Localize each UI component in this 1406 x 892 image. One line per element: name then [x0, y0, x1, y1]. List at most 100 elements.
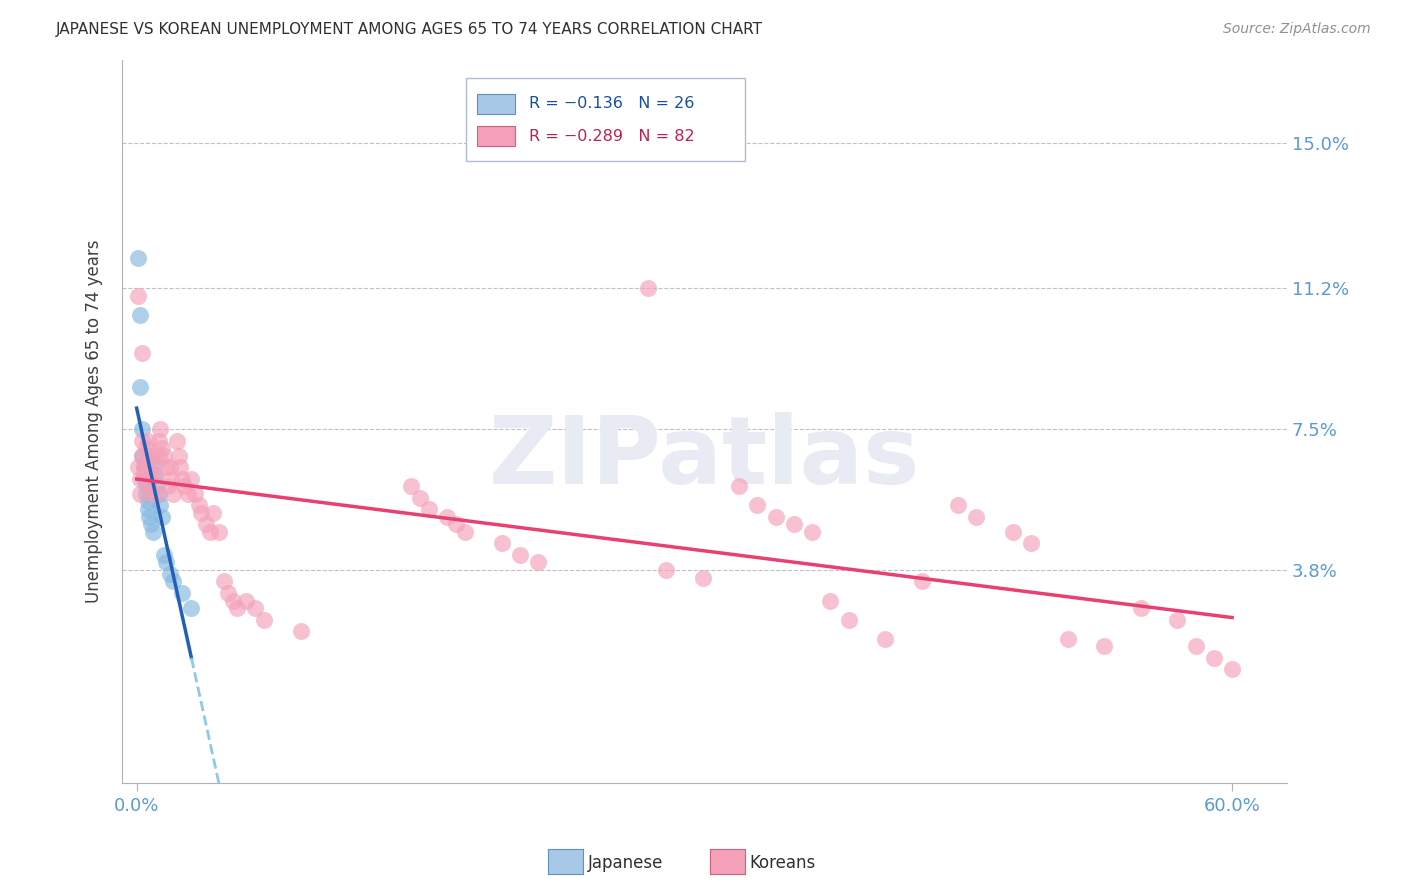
Point [1220, 662, 1243, 676]
Point [145, 479, 167, 493]
Text: Source: ZipAtlas.com: Source: ZipAtlas.com [1223, 22, 1371, 37]
Point [136, 502, 159, 516]
Point [155, 460, 177, 475]
Point [145, 487, 167, 501]
Bar [477, 126, 515, 146]
Point [208, 524, 231, 539]
Point [190, 506, 212, 520]
Text: Japanese: Japanese [588, 855, 664, 872]
Point [135, 487, 157, 501]
Point [195, 517, 218, 532]
Point [290, 624, 312, 638]
Point [838, 613, 860, 627]
Point [148, 434, 170, 448]
Point [217, 586, 239, 600]
Point [132, 460, 155, 475]
Point [184, 487, 207, 501]
Point [131, 346, 153, 360]
Point [131, 422, 153, 436]
Point [132, 460, 155, 475]
Point [129, 308, 152, 322]
Point [153, 548, 176, 562]
Point [177, 487, 200, 501]
Point [436, 509, 458, 524]
Point [1129, 601, 1152, 615]
Point [127, 251, 149, 265]
Point [162, 487, 184, 501]
FancyBboxPatch shape [465, 78, 745, 161]
Point [149, 498, 172, 512]
Point [637, 281, 659, 295]
Point [1092, 639, 1115, 653]
Text: ZIPatlas: ZIPatlas [489, 412, 920, 504]
Point [1202, 650, 1225, 665]
Point [135, 460, 157, 475]
Text: Koreans: Koreans [749, 855, 815, 872]
Point [418, 502, 440, 516]
Point [129, 472, 152, 486]
Point [131, 449, 153, 463]
Point [167, 449, 190, 463]
Point [655, 563, 678, 577]
Point [444, 517, 467, 532]
Text: JAPANESE VS KOREAN UNEMPLOYMENT AMONG AGES 65 TO 74 YEARS CORRELATION CHART: JAPANESE VS KOREAN UNEMPLOYMENT AMONG AG… [56, 22, 763, 37]
Point [153, 449, 176, 463]
Point [222, 593, 245, 607]
Point [491, 536, 513, 550]
Point [141, 467, 163, 482]
Point [1056, 632, 1078, 646]
Point [747, 498, 769, 512]
Point [138, 460, 160, 475]
Point [143, 467, 166, 482]
Point [132, 467, 155, 482]
Point [159, 566, 181, 581]
Point [127, 460, 149, 475]
Point [187, 498, 209, 512]
Point [143, 467, 166, 482]
Point [148, 449, 170, 463]
Point [155, 556, 177, 570]
Point [136, 449, 159, 463]
Point [150, 441, 173, 455]
Point [509, 548, 531, 562]
Point [202, 506, 225, 520]
Point [138, 509, 160, 524]
Point [127, 289, 149, 303]
Point [966, 509, 988, 524]
Point [156, 479, 179, 493]
Point [180, 601, 202, 615]
Point [159, 460, 181, 475]
Point [235, 593, 257, 607]
Point [226, 601, 249, 615]
Point [148, 487, 170, 501]
Point [160, 472, 183, 486]
Point [692, 571, 714, 585]
Point [131, 434, 153, 448]
Point [166, 434, 188, 448]
Point [1001, 524, 1024, 539]
Point [728, 479, 751, 493]
Point [253, 613, 276, 627]
Point [142, 487, 165, 501]
Point [129, 487, 152, 501]
Point [527, 556, 550, 570]
Point [136, 434, 159, 448]
Bar [477, 94, 515, 114]
Point [142, 524, 165, 539]
Point [135, 479, 157, 493]
Point [141, 517, 163, 532]
Point [173, 479, 195, 493]
Point [801, 524, 824, 539]
Point [1019, 536, 1042, 550]
Point [172, 586, 194, 600]
Point [245, 601, 267, 615]
Point [198, 524, 221, 539]
Point [214, 574, 236, 589]
Point [765, 509, 787, 524]
Point [911, 574, 934, 589]
Point [162, 574, 184, 589]
Point [149, 422, 172, 436]
Point [150, 509, 173, 524]
Point [131, 449, 153, 463]
Point [820, 593, 842, 607]
